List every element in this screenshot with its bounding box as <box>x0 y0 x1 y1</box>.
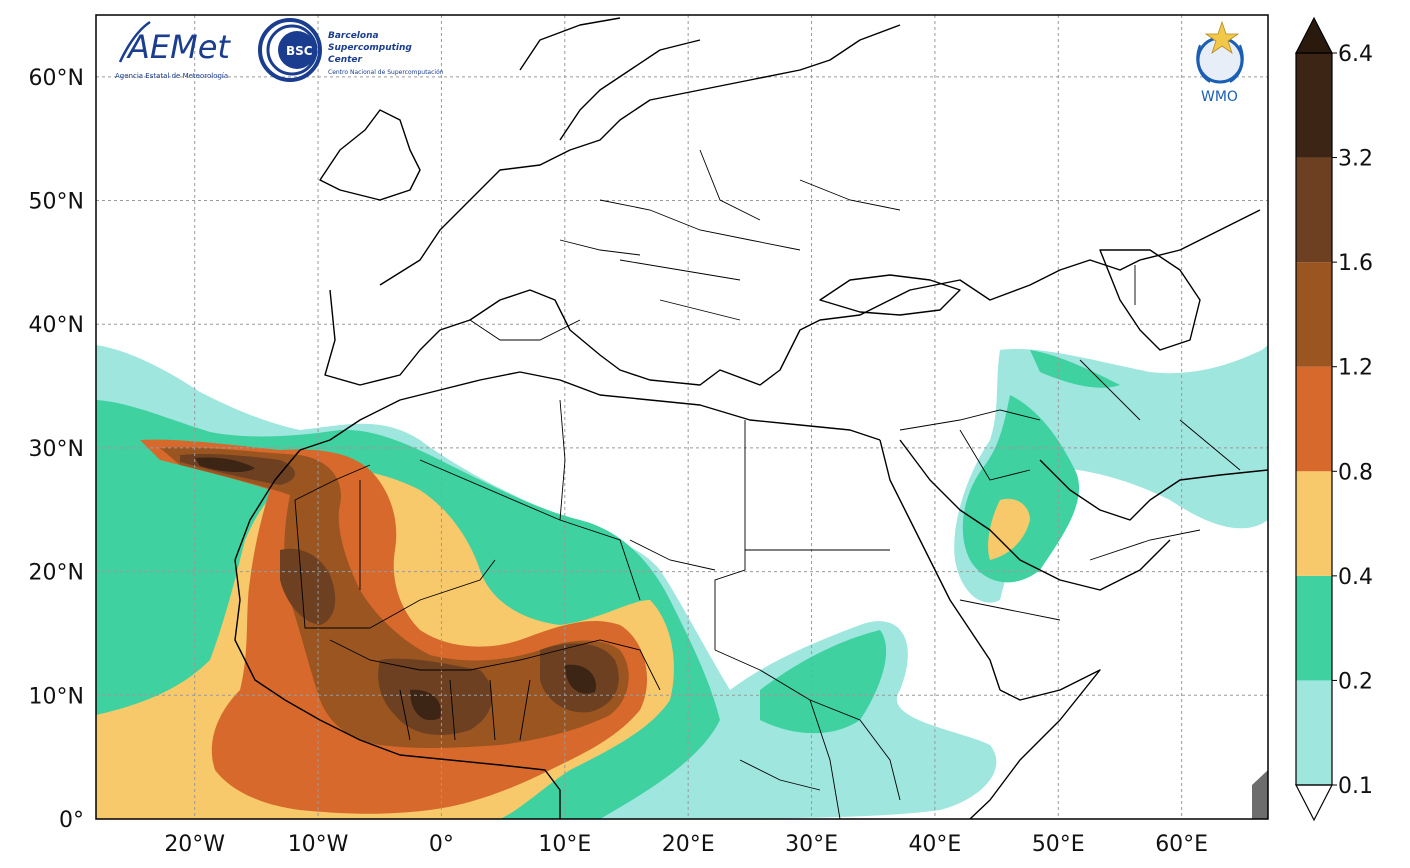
coastline-africa-west <box>234 559 561 819</box>
dust-level-0-1-arabia <box>954 345 1268 603</box>
wmo-star-icon <box>1204 20 1240 55</box>
bsc-logo-ring-outer <box>258 18 322 82</box>
colorbar-tick-label: 1.6 <box>1338 251 1373 276</box>
bsc-logo: BSC Barcelona Supercomputing Center Cent… <box>258 18 444 82</box>
border-east-africa <box>714 649 901 819</box>
colorbar-band <box>1296 575 1332 681</box>
latitude-tick-label: 40°N <box>29 313 84 338</box>
aemet-logo-swoosh <box>118 20 151 63</box>
colorbar-tick-label: 0.4 <box>1338 565 1373 590</box>
colorbar-band <box>1296 53 1332 158</box>
coastline-black-sea <box>819 274 961 316</box>
longitude-tick-label: 30°E <box>785 832 838 857</box>
bsc-logo-core <box>278 31 316 69</box>
map-frame <box>95 14 1269 820</box>
colorbar-band <box>1296 366 1332 472</box>
no-data-corner-right <box>1252 770 1268 819</box>
latitude-tick-label: 20°N <box>29 561 84 586</box>
longitude-labels: 20°W 10°W 0° 10°E 20°E 30°E 40°E 50°E 60°E <box>164 832 1208 857</box>
latitude-tick-label: 30°N <box>29 437 84 462</box>
dust-level-0-2-east <box>760 630 887 734</box>
latitude-tick-label: 60°N <box>29 66 84 91</box>
latitude-tick-label: 50°N <box>29 190 84 215</box>
dust-level-1-2 <box>160 447 629 749</box>
colorbar-band <box>1296 471 1332 576</box>
longitude-tick-label: 10°W <box>288 832 349 857</box>
coastline-red-sea <box>879 439 1171 691</box>
colorbar-max-extension <box>1295 16 1333 54</box>
coastline-europe <box>324 209 1261 386</box>
political-borders <box>294 149 1241 819</box>
colorbar-frame <box>1295 52 1333 786</box>
coastlines <box>234 17 1268 819</box>
bsc-logo-line2: Supercomputing <box>328 43 412 53</box>
colorbar-band <box>1296 262 1332 367</box>
aemet-logo: AEMet Agencia Estatal de Meteorología <box>115 20 231 80</box>
coastline-scandinavia <box>519 17 701 141</box>
colorbar-tick-label: 0.8 <box>1338 460 1373 485</box>
latitude-tick-label: 0° <box>59 808 84 833</box>
bsc-logo-badge: BSC <box>286 44 313 58</box>
colorbar-tick-label: 0.1 <box>1338 774 1373 799</box>
longitude-tick-label: 0° <box>429 832 454 857</box>
aemet-logo-text: AEMet <box>126 28 231 66</box>
wmo-emblem-laurel <box>1196 44 1244 83</box>
coastline-africa-north <box>234 371 881 561</box>
wmo-logo: WMO <box>1196 20 1244 105</box>
bsc-logo-subtitle: Centro Nacional de Supercomputación <box>328 69 444 76</box>
colorbar-tick-label: 1.2 <box>1338 356 1373 381</box>
coastline-north-europe <box>379 24 901 286</box>
coastline-horn <box>969 669 1101 819</box>
gridlines <box>96 15 1268 819</box>
wmo-logo-text: WMO <box>1201 89 1238 105</box>
border-sahel <box>329 639 661 741</box>
longitude-tick-label: 20°W <box>164 832 225 857</box>
map-panel <box>95 14 1269 820</box>
longitude-tick-label: 60°E <box>1155 832 1208 857</box>
colorbar-min-extension <box>1295 784 1333 822</box>
colorbar-tick-label: 6.4 <box>1338 42 1373 67</box>
colorbar-band <box>1296 680 1332 785</box>
dust-level-0-2-iran <box>1030 350 1120 388</box>
longitude-tick-label: 20°E <box>662 832 715 857</box>
dust-level-1-6 <box>180 453 619 735</box>
coastline-caspian <box>1099 249 1201 351</box>
dust-field <box>96 345 1268 819</box>
bsc-logo-line1: Barcelona <box>328 31 379 41</box>
colorbar-band <box>1296 157 1332 263</box>
coastline-british-isles <box>319 109 421 201</box>
longitude-tick-label: 10°E <box>538 832 591 857</box>
coastline-persian-gulf <box>1039 459 1268 521</box>
longitude-tick-label: 50°E <box>1032 832 1085 857</box>
border-middle-east <box>899 265 1241 621</box>
longitude-tick-label: 40°E <box>908 832 961 857</box>
colorbar: 6.4 3.2 1.6 1.2 0.8 0.4 0.2 0.1 <box>1295 16 1373 822</box>
latitude-labels: 60°N 50°N 40°N 30°N 20°N 10°N 0° <box>29 66 84 833</box>
border-europe <box>469 149 901 341</box>
border-sahara <box>294 399 890 650</box>
aemet-logo-subtitle: Agencia Estatal de Meteorología <box>115 72 228 80</box>
colorbar-tick-label: 0.2 <box>1338 669 1373 694</box>
bsc-logo-line3: Center <box>328 55 363 65</box>
dust-level-0-4-arabia <box>988 498 1030 560</box>
latitude-tick-label: 10°N <box>29 684 84 709</box>
colorbar-tick-label: 3.2 <box>1338 147 1373 172</box>
